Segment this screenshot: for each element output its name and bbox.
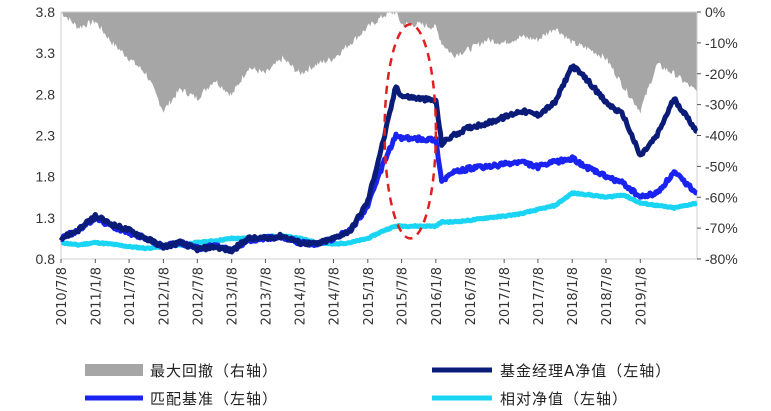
- x-tick-label: 2018/7/8: [600, 267, 615, 325]
- legend-label-manager: 基金经理A净值（左轴）: [500, 362, 671, 380]
- x-tick-label: 2015/7/8: [396, 267, 411, 325]
- left-tick-label: 3.8: [36, 4, 56, 20]
- x-tick-label: 2014/1/8: [294, 267, 309, 325]
- left-tick-label: 1.8: [36, 169, 56, 185]
- x-tick-label: 2011/1/8: [89, 267, 104, 325]
- drawdown-area-layer: [61, 12, 697, 114]
- right-axis: 0% -10% -20% -30% -40% -50% -60% -70% -80%: [697, 4, 738, 267]
- legend-item-relative: 相对净值（左轴）: [432, 390, 628, 408]
- right-tick-label: -50%: [705, 158, 738, 174]
- x-tick-label: 2018/1/8: [566, 267, 581, 325]
- x-tick-label: 2013/1/8: [226, 267, 241, 325]
- x-tick-label: 2017/7/8: [532, 267, 547, 325]
- x-tick-label: 2016/7/8: [464, 267, 479, 325]
- right-tick-label: -80%: [705, 251, 738, 267]
- left-tick-label: 3.3: [36, 45, 56, 61]
- annotation-layer: [383, 23, 438, 240]
- legend-item-manager: 基金经理A净值（左轴）: [432, 362, 671, 380]
- x-tick-label: 2010/7/8: [55, 267, 70, 325]
- manager-nav-line: [58, 63, 699, 255]
- legend-label-benchmark: 匹配基准（左轴）: [150, 390, 278, 408]
- right-tick-label: -60%: [705, 189, 738, 205]
- x-tick-label: 2013/7/8: [259, 267, 274, 325]
- legend-label-relative: 相对净值（左轴）: [500, 390, 628, 408]
- x-tick-label: 2014/7/8: [327, 267, 342, 325]
- x-axis: 2010/7/8 2011/1/8 2011/7/8 2012/1/8 2012/7/8…: [55, 259, 649, 325]
- legend-label-drawdown: 最大回撤（右轴）: [150, 362, 278, 380]
- x-tick-label: 2012/1/8: [157, 267, 172, 325]
- series-lines-layer: [58, 63, 699, 255]
- x-tick-label: 2011/7/8: [123, 267, 138, 325]
- legend-item-drawdown: 最大回撤（右轴）: [85, 362, 278, 380]
- right-tick-label: -10%: [705, 35, 738, 51]
- left-axis: 0.8 1.3 1.8 2.3 2.8 3.3 3.8: [36, 4, 56, 267]
- highlight-ellipse: [383, 23, 438, 240]
- right-tick-label: -30%: [705, 97, 738, 113]
- right-tick-label: 0%: [705, 4, 725, 20]
- right-tick-label: -20%: [705, 66, 738, 82]
- x-tick-label: 2016/1/8: [430, 267, 445, 325]
- legend-swatch-drawdown: [85, 364, 143, 376]
- legend: 最大回撤（右轴） 基金经理A净值（左轴） 匹配基准（左轴） 相对净值（左轴）: [85, 362, 671, 408]
- legend-item-benchmark: 匹配基准（左轴）: [85, 390, 278, 408]
- left-tick-label: 2.3: [36, 128, 56, 144]
- right-tick-label: -40%: [705, 128, 738, 144]
- right-tick-label: -70%: [705, 220, 738, 236]
- x-tick-label: 2015/1/8: [362, 267, 377, 325]
- left-tick-label: 1.3: [36, 210, 56, 226]
- x-tick-label: 2019/1/8: [634, 267, 649, 325]
- x-tick-label: 2017/1/8: [498, 267, 513, 325]
- left-tick-label: 0.8: [36, 251, 56, 267]
- left-tick-label: 2.8: [36, 86, 56, 102]
- drawdown-area: [61, 12, 697, 114]
- x-tick-label: 2012/7/8: [191, 267, 206, 325]
